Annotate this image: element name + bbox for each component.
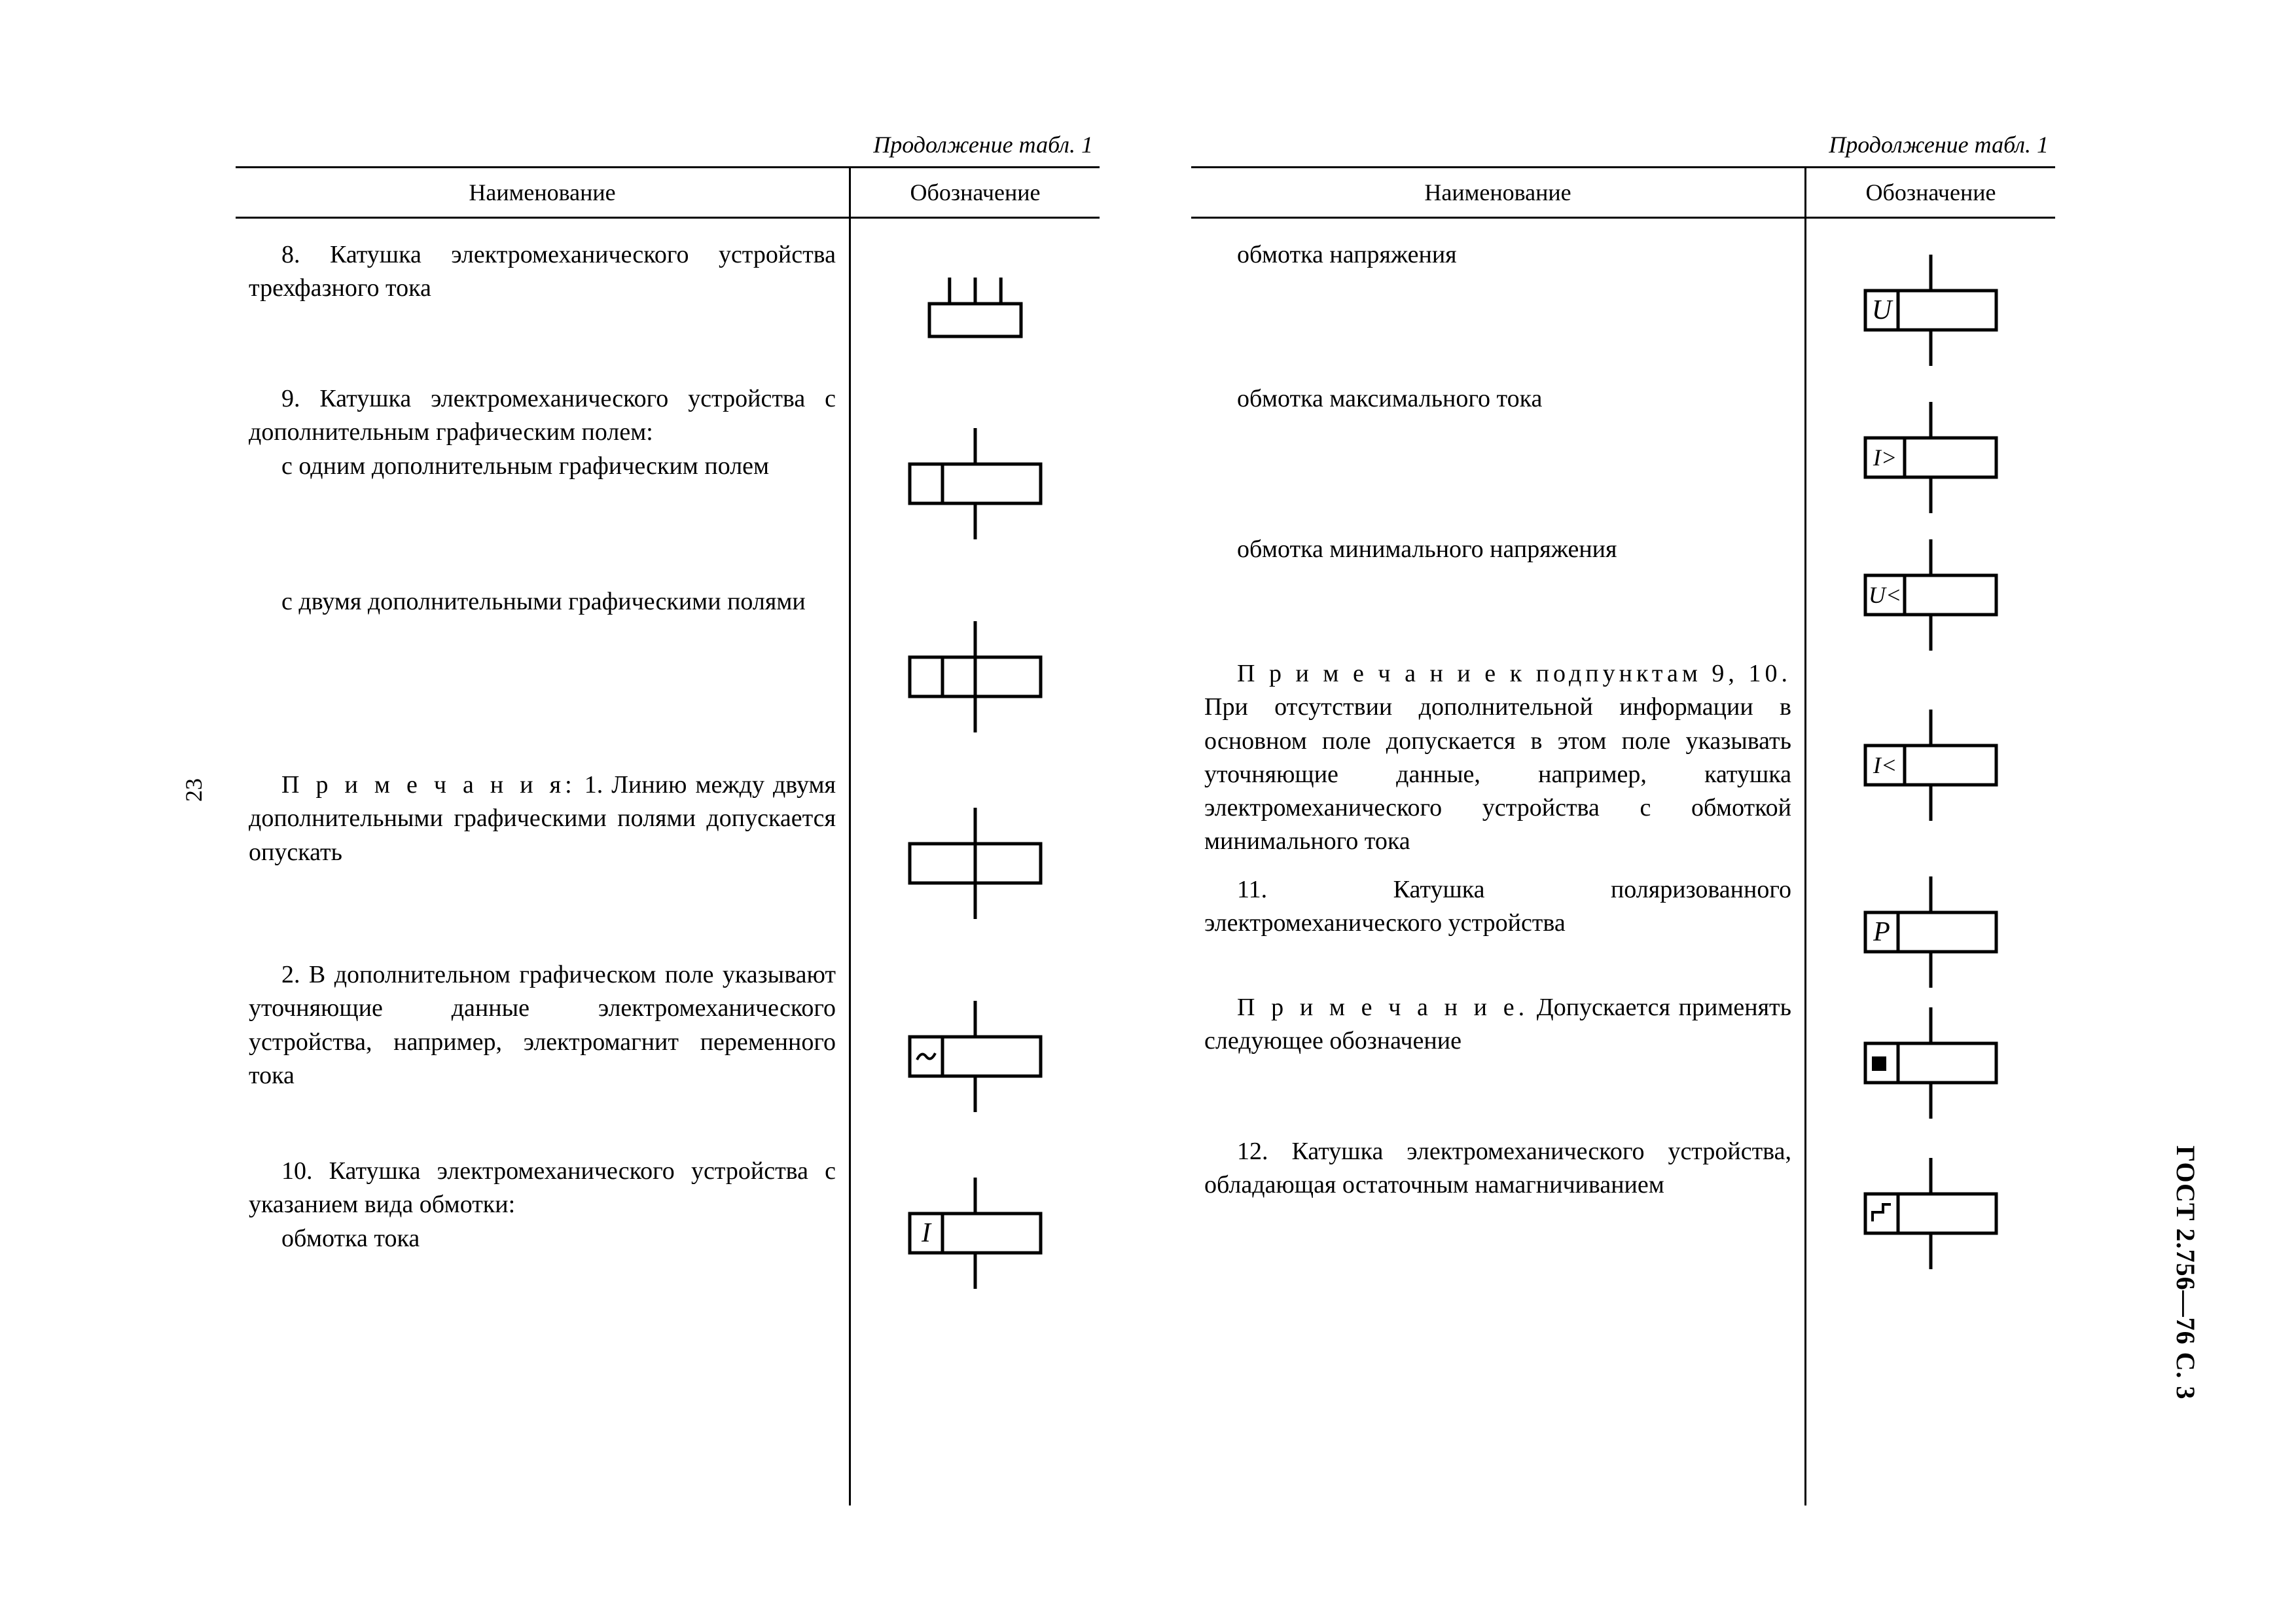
header-name: Наименование (236, 168, 851, 217)
svg-text:U<: U< (1869, 582, 1901, 608)
symbol-P: P (1846, 873, 2016, 991)
page-number: 23 (180, 778, 207, 802)
table-header: Наименование Обозначение (236, 166, 1100, 219)
header-name: Наименование (1191, 168, 1806, 217)
symbol-U: U (1846, 238, 2016, 382)
svg-text:P: P (1873, 917, 1890, 947)
svg-text:I: I (921, 1218, 932, 1248)
table-row-text: 8. Катушка электромеханического устройст… (249, 238, 836, 382)
symbol-tilde (890, 958, 1060, 1155)
table-row-text: П р и м е ч а н и е к подпунктам 9, 10. … (1204, 657, 1791, 873)
symbol-twofield_nomid (890, 768, 1060, 958)
table-header: Наименование Обозначение (1191, 166, 2055, 219)
svg-text:U: U (1872, 295, 1893, 325)
symbol-threephase (890, 238, 1060, 382)
table-row-text: П р и м е ч а н и я: 1. Линию между двум… (249, 768, 836, 958)
table-row-text: обмотка максимального тока (1204, 382, 1791, 533)
document-id: ГОСТ 2.756—76 С. 3 (2170, 1145, 2201, 1400)
symbol-dot (1846, 991, 2016, 1135)
svg-text:I>: I> (1873, 444, 1897, 471)
table-row-text: с двумя дополнительными графическими пол… (249, 585, 836, 768)
symbol-Ilt: I< (1846, 657, 2016, 873)
left-column: Продолжение табл. 1 Наименование Обознач… (236, 131, 1100, 1505)
right-column: Продолжение табл. 1 Наименование Обознач… (1191, 131, 2055, 1505)
table-caption: Продолжение табл. 1 (236, 131, 1100, 158)
table-row-text: 2. В дополнительном графическом поле ука… (249, 958, 836, 1155)
header-symbol: Обозначение (1806, 168, 2055, 217)
svg-text:I<: I< (1873, 752, 1897, 778)
table-caption: Продолжение табл. 1 (1191, 131, 2055, 158)
table-row-text: обмотка минимального напряжения (1204, 533, 1791, 657)
symbol-Ult: U< (1846, 533, 2016, 657)
table-row-text: 11. Катушка поляризованного электромехан… (1204, 873, 1791, 991)
table-row-text: обмотка напряжения (1204, 238, 1791, 382)
table-row-text: 12. Катушка электромеханического устройс… (1204, 1135, 1791, 1292)
header-symbol: Обозначение (851, 168, 1100, 217)
symbol-Igt: I> (1846, 382, 2016, 533)
symbol-onefield (890, 382, 1060, 585)
table-body-left: 8. Катушка электромеханического устройст… (236, 219, 1100, 1505)
table-row-text: 9. Катушка электромеханического устройст… (249, 382, 836, 585)
table-row-text: П р и м е ч а н и е. Допускается применя… (1204, 991, 1791, 1135)
table-row-text: 10. Катушка электромеханического устройс… (249, 1155, 836, 1312)
symbol-step (1846, 1135, 2016, 1292)
table-body-right: обмотка напряженияобмотка максимального … (1191, 219, 2055, 1505)
symbol-I: I (890, 1155, 1060, 1312)
symbol-twofield (890, 585, 1060, 768)
